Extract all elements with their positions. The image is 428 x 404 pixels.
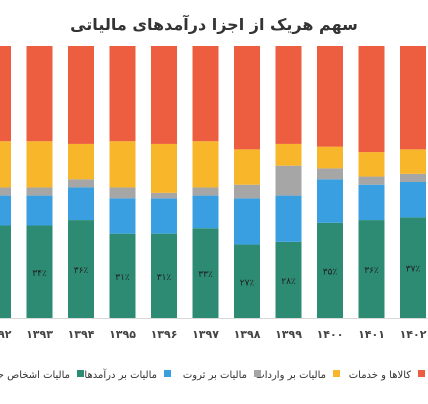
bar-segment <box>26 187 53 196</box>
bar-segment <box>275 46 302 144</box>
bar-segment <box>192 187 219 196</box>
legend-label: مالیات بر درآمدها <box>84 368 157 381</box>
bar-segment <box>317 146 343 169</box>
x-tick-label: ۱۳۹۷ <box>192 328 219 341</box>
bar-segment <box>26 141 53 188</box>
bar-segment <box>275 165 302 196</box>
chart-title: سهم هریک از اجزا درآمدهای مالیاتی <box>70 14 358 34</box>
bars-group: ۳۴٪ ۳۶٪ ۳۱٪ ۳۱٪ ۳۳٪ ۲۷٪ ۲۸٪ ۳۵٪ ۳۶٪ ۳۷٪ <box>0 46 426 318</box>
bar-segment <box>151 46 177 144</box>
x-axis: ۱۳۹۲ ۱۳۹۳ ۱۳۹۴ ۱۳۹۵ ۱۳۹۶ ۱۳۹۷ ۱۳۹۸ ۱۳۹۹ ۱۴۰۰ ۱۴۰۱… <box>0 318 428 341</box>
x-tick-label: ۱۴۰۲ <box>400 328 427 341</box>
bar-segment <box>192 228 219 318</box>
x-tick-label: ۱۳۹۵ <box>109 328 136 341</box>
bar-segment <box>0 195 11 226</box>
x-tick-label: ۱۳۹۴ <box>68 328 95 341</box>
bar-segment <box>26 46 53 142</box>
x-tick-label: ۱۳۹۶ <box>151 328 178 341</box>
bar-segment <box>0 46 11 142</box>
bar-segment <box>109 187 136 199</box>
bar-segment <box>68 143 94 180</box>
bar-segment <box>234 198 260 245</box>
x-tick-label: ۱۴۰۰ <box>317 328 344 341</box>
bar-segment <box>109 233 136 318</box>
bar-segment <box>275 143 302 166</box>
bar-segment <box>26 195 53 226</box>
bar-segment <box>192 46 219 142</box>
data-label: ۳۵٪ <box>323 267 338 277</box>
bar-segment <box>109 46 136 142</box>
data-label: ۲۸٪ <box>281 277 296 287</box>
bar-segment <box>109 141 136 188</box>
data-label: ۳۱٪ <box>115 273 130 283</box>
bar-segment <box>358 184 385 221</box>
bar-segment <box>358 176 385 185</box>
bar-segment <box>358 220 385 318</box>
x-tick-label: ۱۳۹۲ <box>0 328 12 341</box>
bar-segment <box>234 149 260 185</box>
bar-segment <box>400 46 426 150</box>
bar-segment <box>400 173 426 182</box>
bar-segment <box>68 46 94 144</box>
legend-label: مالیات بر ثروت <box>183 370 247 381</box>
bar-segment <box>234 184 260 199</box>
bar-segment <box>192 195 219 229</box>
bar-segment <box>26 225 53 318</box>
data-label: ۳۶٪ <box>74 266 89 276</box>
legend: کالاها و خدمات مالیات بر واردات مالیات بر … <box>0 368 425 381</box>
bar-segment <box>317 168 343 180</box>
data-label: ۳۷٪ <box>406 265 421 275</box>
legend-swatch <box>164 370 171 377</box>
legend-label: مالیات اشخاص حقوقی <box>0 370 70 381</box>
bar-segment <box>400 149 426 174</box>
legend-label: مالیات بر واردات <box>255 370 326 381</box>
bar-segment <box>358 152 385 177</box>
bar-segment <box>400 182 426 218</box>
bar-segment <box>358 46 385 153</box>
x-tick-label: ۱۳۹۹ <box>275 328 302 341</box>
bar-segment <box>68 187 94 221</box>
bar-segment <box>151 233 177 318</box>
bar-segment <box>317 179 343 223</box>
data-label: ۳۶٪ <box>364 266 379 276</box>
bar-segment <box>317 46 343 147</box>
data-label: ۳۴٪ <box>32 269 47 279</box>
bar-segment <box>0 225 11 318</box>
bar-segment <box>317 222 343 318</box>
bar-segment <box>0 187 11 196</box>
x-tick-label: ۱۴۰۱ <box>358 328 385 341</box>
legend-swatch <box>254 370 261 377</box>
bar-segment <box>192 141 219 188</box>
data-label: ۳۱٪ <box>157 273 172 283</box>
bar-segment <box>151 143 177 193</box>
bar-segment <box>68 220 94 318</box>
bar-segment <box>275 195 302 242</box>
bar-segment <box>234 46 260 150</box>
bar-segment <box>68 179 94 188</box>
bar-segment <box>0 141 11 188</box>
bar-segment <box>109 198 136 234</box>
data-label: ۲۷٪ <box>240 278 255 288</box>
legend-swatch <box>333 370 340 377</box>
data-label: ۳۳٪ <box>198 270 213 280</box>
x-tick-label: ۱۳۹۸ <box>234 328 261 341</box>
bar-segment <box>275 241 302 318</box>
bar-segment <box>151 198 177 234</box>
bar-segment <box>234 244 260 318</box>
legend-swatch <box>418 370 425 377</box>
bar-segment <box>151 192 177 199</box>
legend-swatch <box>77 370 84 377</box>
x-tick-label: ۱۳۹۳ <box>26 328 53 341</box>
legend-label: کالاها و خدمات <box>349 370 412 381</box>
bar-segment <box>400 217 426 318</box>
